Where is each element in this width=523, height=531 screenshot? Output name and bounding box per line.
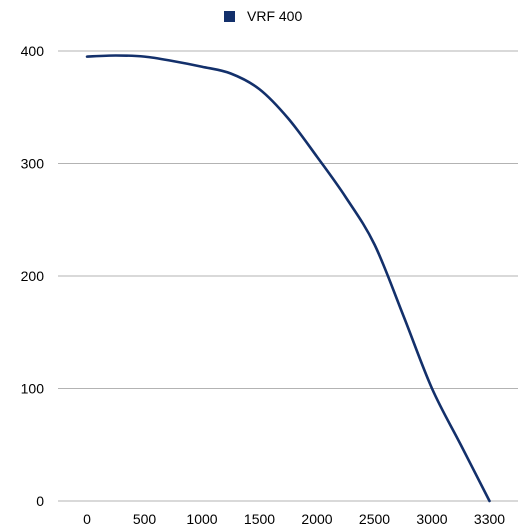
y-tick-label: 200	[21, 268, 45, 284]
y-tick-label: 0	[36, 493, 44, 509]
x-tick-label: 3000	[416, 511, 447, 527]
legend: VRF 400	[224, 8, 302, 24]
legend-swatch	[224, 11, 235, 22]
x-tick-label: 500	[133, 511, 157, 527]
series-layer	[85, 54, 491, 503]
x-tick-label: 1000	[186, 511, 217, 527]
x-tick-label: 1500	[244, 511, 275, 527]
y-tick-label: 300	[21, 156, 45, 172]
x-tick-label: 0	[83, 511, 91, 527]
y-tick-label: 100	[21, 381, 45, 397]
x-tick-label: 2000	[301, 511, 332, 527]
legend-label: VRF 400	[247, 8, 302, 24]
grid-lines	[58, 50, 518, 502]
x-tick-label: 2500	[359, 511, 390, 527]
x-axis-tick-labels: 0 500 1000 1500 2000 2500 3000 3300	[83, 511, 505, 527]
x-tick-label: 3300	[474, 511, 505, 527]
series-line-vrf-400	[85, 54, 491, 503]
y-axis-tick-labels: 0 100 200 300 400	[21, 43, 45, 509]
y-tick-label: 400	[21, 43, 45, 59]
